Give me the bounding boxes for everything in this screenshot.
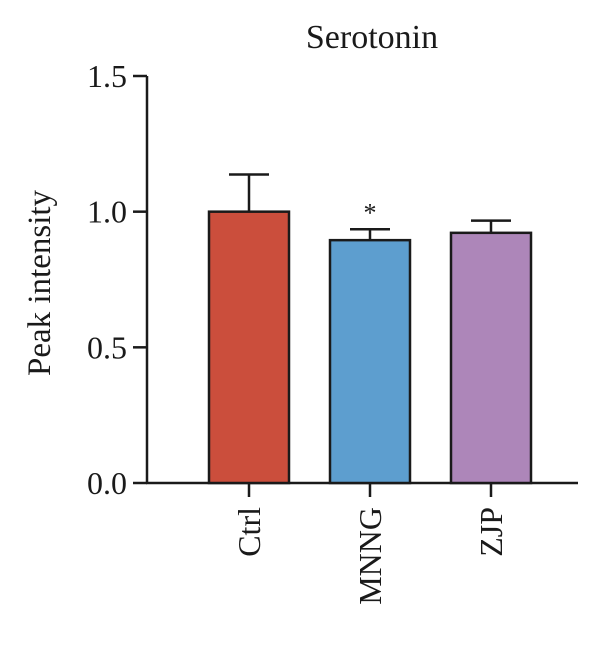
plot-area: 0.0 0.5 1.0 1.5 Ctrl MNNG * ZJP: [87, 58, 578, 605]
significance-marker: *: [364, 198, 377, 227]
chart-title: Serotonin: [306, 19, 438, 56]
y-tick-label: 1.0: [87, 194, 127, 230]
y-axis-label: Peak intensity: [22, 189, 58, 376]
x-tick-label: Ctrl: [231, 507, 267, 557]
y-tick-label: 1.5: [87, 58, 127, 94]
bar: [449, 231, 533, 485]
y-tick-label: 0.5: [87, 329, 127, 365]
y-tick-label: 0.0: [87, 465, 127, 501]
x-tick-label: MNNG: [352, 507, 388, 605]
bar: [207, 210, 291, 485]
x-tick-label: ZJP: [473, 507, 509, 557]
bar: [328, 238, 412, 485]
